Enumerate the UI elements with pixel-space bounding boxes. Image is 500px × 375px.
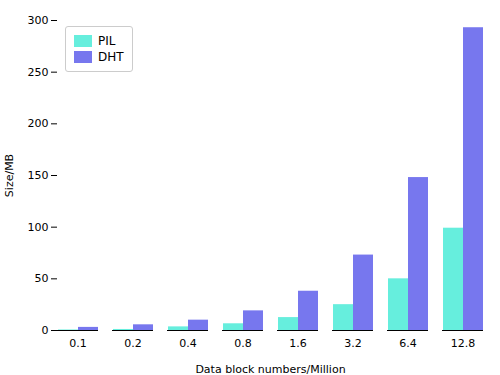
svg-text:200: 200: [28, 117, 49, 130]
svg-text:Data block numbers/Million: Data block numbers/Million: [195, 363, 345, 375]
svg-text:0.1: 0.1: [69, 337, 87, 350]
svg-text:150: 150: [28, 169, 49, 182]
html-text:PIL: PIL: [98, 34, 116, 48]
svg-text:300: 300: [28, 14, 49, 27]
svg-text:12.8: 12.8: [451, 337, 476, 350]
svg-text:0: 0: [42, 324, 49, 337]
svg-text:0.8: 0.8: [234, 337, 252, 350]
svg-text:100: 100: [28, 221, 49, 234]
svg-text:6.4: 6.4: [399, 337, 417, 350]
svg-text:1.6: 1.6: [289, 337, 307, 350]
svg-text:3.2: 3.2: [344, 337, 362, 350]
html-text:DHT: DHT: [98, 50, 124, 64]
svg-text:50: 50: [35, 272, 49, 285]
svg-text:0.4: 0.4: [179, 337, 197, 350]
svg-text:250: 250: [28, 66, 49, 79]
svg-text:0.2: 0.2: [124, 337, 142, 350]
svg-text:Size/MB: Size/MB: [3, 154, 16, 197]
